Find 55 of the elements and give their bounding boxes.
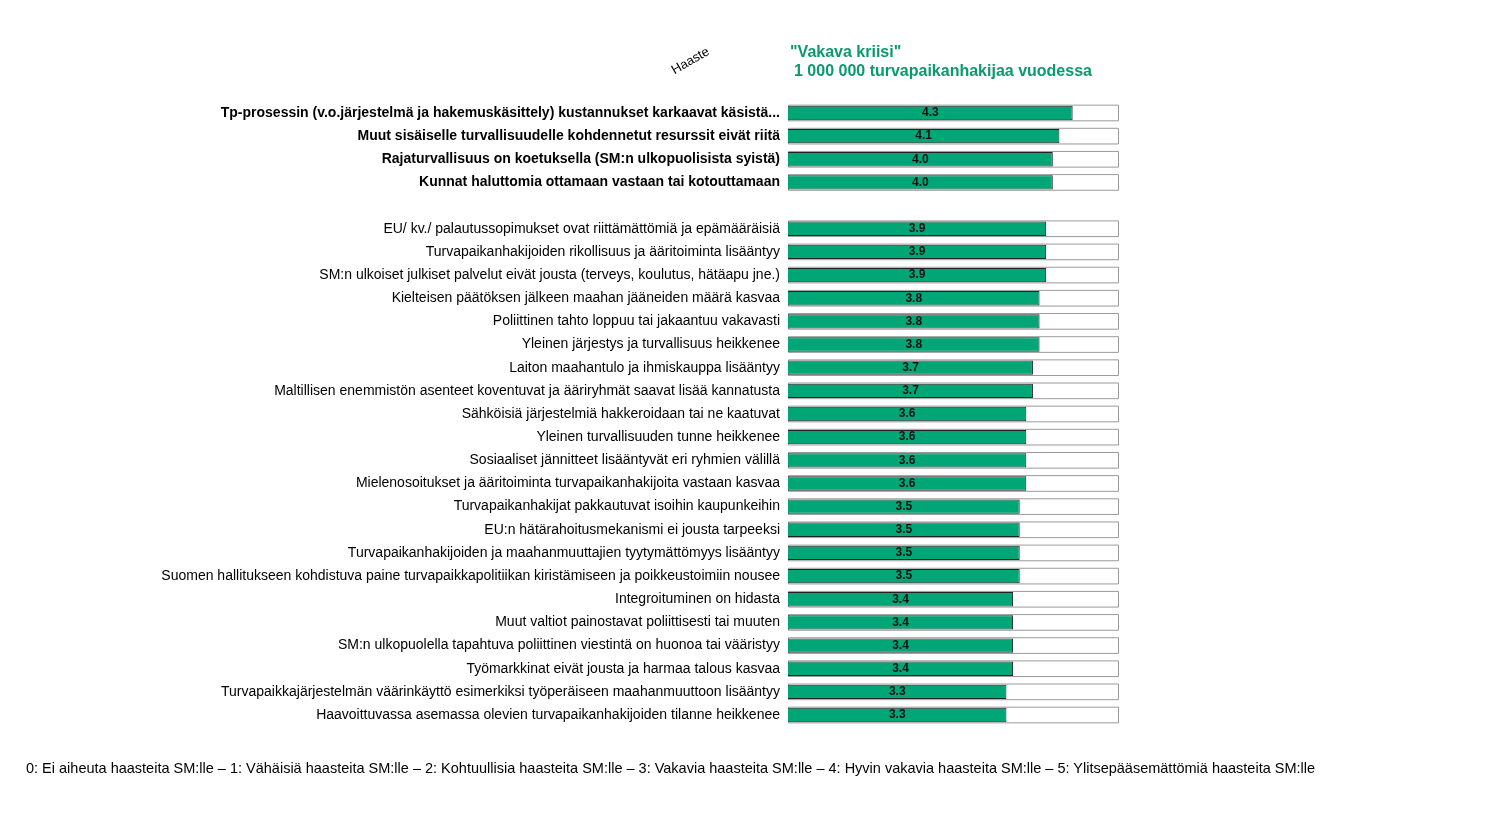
y-tick-label: Kunnat haluttomia ottamaan vastaan tai kotouttamaan (419, 173, 780, 190)
data-label: 3.9 (908, 244, 926, 259)
data-label: 3.6 (898, 452, 916, 467)
y-tick-label: Turvapaikanhakijat pakkautuvat isoihin kaupunkeihin (453, 497, 780, 514)
y-tick-label: Poliittinen tahto loppuu tai jakaantuu vakavasti (492, 312, 780, 329)
y-tick-label: Turvapaikanhakijoiden ja maahanmuuttajien tyytymättömyys lisääntyy (347, 543, 780, 560)
data-label: 3.9 (908, 267, 926, 282)
y-tick-label: Maltillisen enemmistön asenteet koventuvat ja ääriryhmät saavat lisää kannatusta (274, 381, 781, 398)
y-tick-label: SM:n ulkopuolella tapahtuva poliittinen viestintä on huonoa tai vääristyy (337, 636, 780, 653)
data-label: 3.4 (892, 614, 910, 629)
data-label: 3.8 (905, 290, 923, 305)
y-tick-label: Sosiaaliset jännitteet lisääntyvät eri ryhmien välillä (469, 451, 781, 468)
y-tick-label: Tp-prosessin (v.o.järjestelmä ja hakemuskäsittely) kustannukset karkaavat käsistä... (220, 103, 780, 120)
data-label: 3.4 (892, 637, 910, 652)
y-tick-label: Muut sisäiselle turvallisuudelle kohdennetut resurssit eivät riitä (357, 126, 781, 143)
y-tick-label: EU:n hätärahoitusmekanismi ei jousta tarpeeksi (484, 520, 780, 537)
data-label: 3.5 (895, 568, 913, 583)
data-label: 3.3 (888, 707, 906, 722)
y-tick-label: Haavoittuvassa asemassa olevien turvapaikanhakijoiden tilanne heikkenee (316, 705, 781, 722)
data-label: 3.4 (892, 591, 910, 606)
y-tick-label: EU/ kv./ palautussopimukset ovat riittämättömiä ja epämääräisiä (383, 219, 781, 236)
y-tick-label: Yleinen järjestys ja turvallisuus heikkenee (521, 335, 781, 352)
y-tick-label: Yleinen turvallisuuden tunne heikkenee (536, 428, 781, 445)
y-tick-label: Sähköisiä järjestelmiä hakkeroidaan tai ne kaatuvat (461, 404, 781, 421)
data-label: 3.6 (898, 406, 916, 421)
y-tick-label: Työmarkkinat eivät jousta ja harmaa talous kasvaa (466, 659, 781, 676)
y-tick-label: Laiton maahantulo ja ihmiskauppa lisääntyy (509, 358, 780, 375)
y-tick-label: Integroituminen on hidasta (615, 590, 781, 607)
data-label: 4.0 (912, 151, 930, 166)
y-tick-label: Turvapaikanhakijoiden rikollisuus ja ääritoiminta lisääntyy (425, 242, 780, 259)
y-tick-label: Turvapaikkajärjestelmän väärinkäyttö esimerkiksi työperäiseen maahanmuuttoon lisääntyy (221, 682, 780, 699)
data-label: 3.9 (908, 221, 926, 236)
data-label: 3.6 (898, 429, 916, 444)
chart-title: "Vakava kriisi" (790, 42, 903, 61)
data-label: 3.5 (895, 545, 913, 560)
data-label: 4.3 (921, 105, 939, 120)
data-label: 3.7 (902, 360, 920, 374)
data-label: 4.1 (915, 128, 933, 143)
data-label: 3.6 (898, 475, 916, 490)
text: 0: Ei aiheuta haasteita SM:lle – 1: Vähäisiä haasteita SM:lle – 2: Kohtuullisia haasteita SM:lle – 3: Vakavia haasteita SM:lle – 4: Hyvin vakavia haasteita SM:lle – 5: Ylitsepääsemättömiä haasteita SM:lle (26, 760, 1316, 776)
data-label: 3.3 (888, 684, 906, 699)
data-label: 3.5 (895, 522, 913, 537)
y-tick-label: Suomen hallitukseen kohdistuva paine turvapaikkapolitiikan kiristämiseen ja poikkeustoimiin nousee (161, 566, 781, 583)
data-label: 3.5 (895, 498, 913, 513)
data-label: 3.8 (905, 336, 923, 351)
y-tick-label: Mielenosoitukset ja ääritoiminta turvapaikanhakijoita vastaan kasvaa (355, 474, 781, 491)
data-label: 3.7 (902, 383, 920, 398)
y-tick-label: Rajaturvallisuus on koetuksella (SM:n ulkopuolisista syistä) (381, 150, 780, 167)
y-tick-label: Kielteisen päätöksen jälkeen maahan jääneiden määrä kasvaa (391, 289, 781, 306)
y-tick-label: SM:n ulkoiset julkiset palvelut eivät jousta (terveys, koulutus, hätäapu jne.) (319, 265, 780, 282)
data-label: 3.8 (905, 313, 923, 328)
data-label: 3.4 (892, 661, 910, 676)
y-tick-label: Muut valtiot painostavat poliittisesti tai muuten (495, 613, 780, 630)
chart-subtitle: 1 000 000 turvapaikanhakijaa vuodessa (793, 61, 1092, 80)
data-label: 4.0 (912, 174, 930, 189)
